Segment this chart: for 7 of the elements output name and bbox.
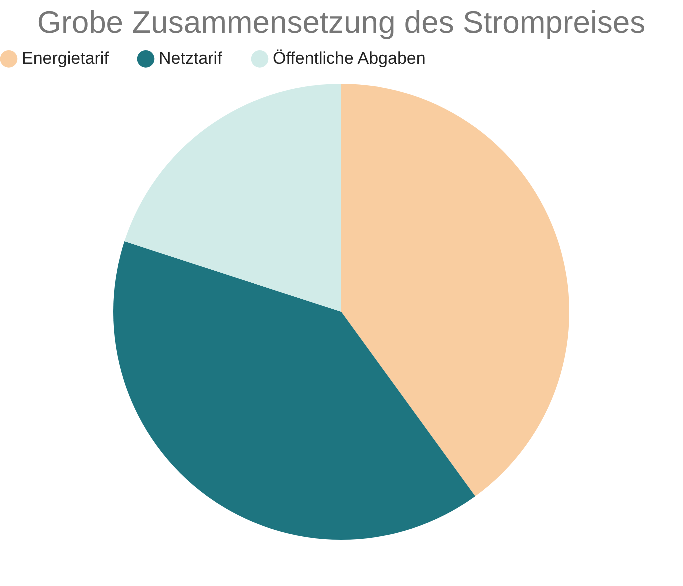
legend-label: Öffentliche Abgaben <box>273 49 426 68</box>
legend-label: Netztarif <box>159 49 223 68</box>
pie-slice <box>114 242 476 540</box>
pie-slice <box>124 84 342 312</box>
chart-title: Grobe Zusammensetzung des Strompreises <box>37 5 646 40</box>
legend-label: Energietarif <box>22 49 110 68</box>
pie-slice <box>342 84 570 496</box>
